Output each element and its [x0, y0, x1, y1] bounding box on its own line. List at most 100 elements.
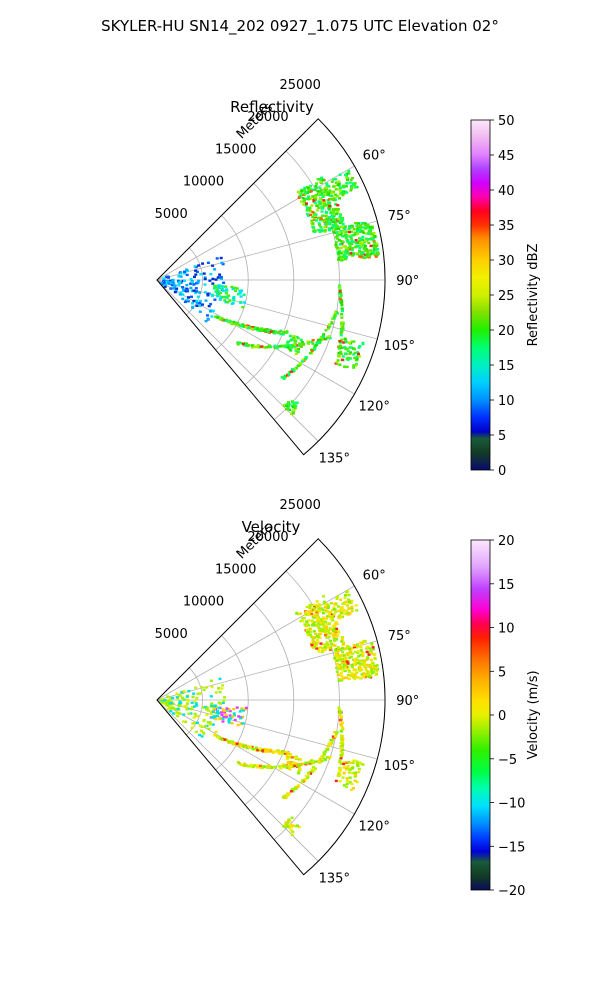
colorbar-tick-label: 40: [498, 184, 515, 199]
echo-gate: [329, 191, 333, 194]
echo-gate: [355, 609, 359, 612]
echo-gate: [312, 621, 316, 625]
figure-title: SKYLER-HU SN14_202 0927_1.075 UTC Elevat…: [101, 17, 499, 36]
echo-gate: [258, 329, 262, 332]
echo-gate: [342, 253, 346, 256]
echo-gate: [341, 728, 345, 731]
echo-gate: [357, 645, 361, 648]
echo-gate: [357, 222, 361, 225]
echo-gate: [290, 833, 294, 837]
echo-gate: [276, 345, 280, 348]
echo-gate: [183, 279, 186, 282]
echo-gate: [335, 627, 338, 631]
echo-gate: [359, 762, 363, 765]
echo-gate: [298, 342, 302, 345]
echo-gate: [332, 608, 336, 611]
echo-gate: [336, 647, 340, 650]
echo-gate: [328, 742, 332, 745]
echo-gate: [252, 344, 256, 347]
echo-gate: [210, 704, 214, 708]
echo-gate: [240, 289, 244, 293]
echo-gate: [169, 703, 173, 707]
echo-gate: [337, 673, 341, 676]
echo-gate: [262, 749, 266, 752]
echo-gate: [198, 299, 202, 303]
echo-gate: [339, 750, 343, 753]
echo-gate: [337, 345, 341, 349]
echo-gate: [342, 245, 346, 248]
echo-gate: [362, 672, 366, 675]
echo-gate: [287, 373, 291, 376]
echo-gate: [263, 750, 267, 753]
echo-gate: [343, 228, 347, 231]
echo-gate: [356, 241, 360, 244]
echo-gate: [311, 623, 315, 626]
echo-gate: [347, 601, 351, 605]
echo-gate: [198, 733, 202, 737]
colorbar-tick-label: −20: [498, 884, 525, 899]
azimuth-tick-label: 105°: [384, 339, 415, 354]
velocity-echoes: [159, 590, 379, 837]
echo-gate: [366, 224, 370, 227]
echo-gate: [346, 780, 350, 783]
echo-gate: [340, 232, 344, 235]
echo-gate: [307, 190, 311, 193]
echo-gate: [354, 662, 358, 665]
echo-gate: [344, 600, 348, 604]
echo-gate: [162, 277, 166, 280]
echo-gate: [326, 220, 329, 223]
echo-gate: [339, 301, 343, 304]
echo-gate: [184, 705, 187, 708]
echo-gate: [291, 368, 294, 371]
echo-gate: [341, 642, 345, 646]
echo-gate: [370, 237, 374, 240]
echo-gate: [209, 695, 213, 698]
echo-gate: [309, 630, 313, 633]
echo-gate: [336, 232, 340, 235]
echo-gate: [309, 188, 313, 191]
echo-gate: [289, 790, 293, 793]
echo-gate: [337, 767, 341, 770]
echo-gate: [322, 205, 325, 208]
echo-gate: [298, 362, 302, 365]
echo-gate: [181, 286, 185, 289]
echo-gate: [351, 225, 354, 229]
echo-gate: [323, 230, 327, 233]
echo-gate: [227, 294, 231, 297]
echo-gate: [340, 192, 344, 195]
echo-gate: [338, 288, 342, 292]
echo-gate: [338, 231, 342, 234]
echo-gate: [215, 714, 219, 718]
echo-gate: [350, 663, 354, 667]
echo-gate: [195, 270, 199, 273]
echo-gate: [260, 345, 264, 348]
echo-gate: [328, 648, 332, 652]
echo-gate: [290, 412, 293, 415]
echo-gate: [328, 755, 332, 759]
echo-gate: [347, 674, 350, 677]
echo-gate: [335, 670, 339, 674]
echo-gate: [310, 759, 314, 762]
echo-gate: [254, 746, 258, 749]
echo-gate: [338, 173, 342, 176]
echo-gate: [232, 296, 236, 300]
echo-gate: [303, 188, 307, 192]
echo-gate: [214, 278, 218, 281]
echo-gate: [322, 621, 325, 624]
echo-gate: [330, 218, 334, 221]
echo-gate: [322, 191, 326, 194]
echo-gate: [235, 287, 239, 290]
echo-gate: [336, 225, 340, 228]
echo-gate: [344, 768, 348, 771]
echo-gate: [318, 190, 322, 193]
echo-gate: [301, 619, 305, 623]
echo-gate: [338, 215, 342, 218]
echo-gate: [307, 624, 311, 627]
echo-gate: [295, 756, 299, 760]
echo-gate: [346, 662, 350, 665]
echo-gate: [362, 247, 366, 250]
colorbar-tick-label: 20: [498, 534, 515, 549]
echo-gate: [369, 252, 373, 256]
echo-gate: [348, 649, 352, 652]
echo-gate: [219, 297, 223, 300]
